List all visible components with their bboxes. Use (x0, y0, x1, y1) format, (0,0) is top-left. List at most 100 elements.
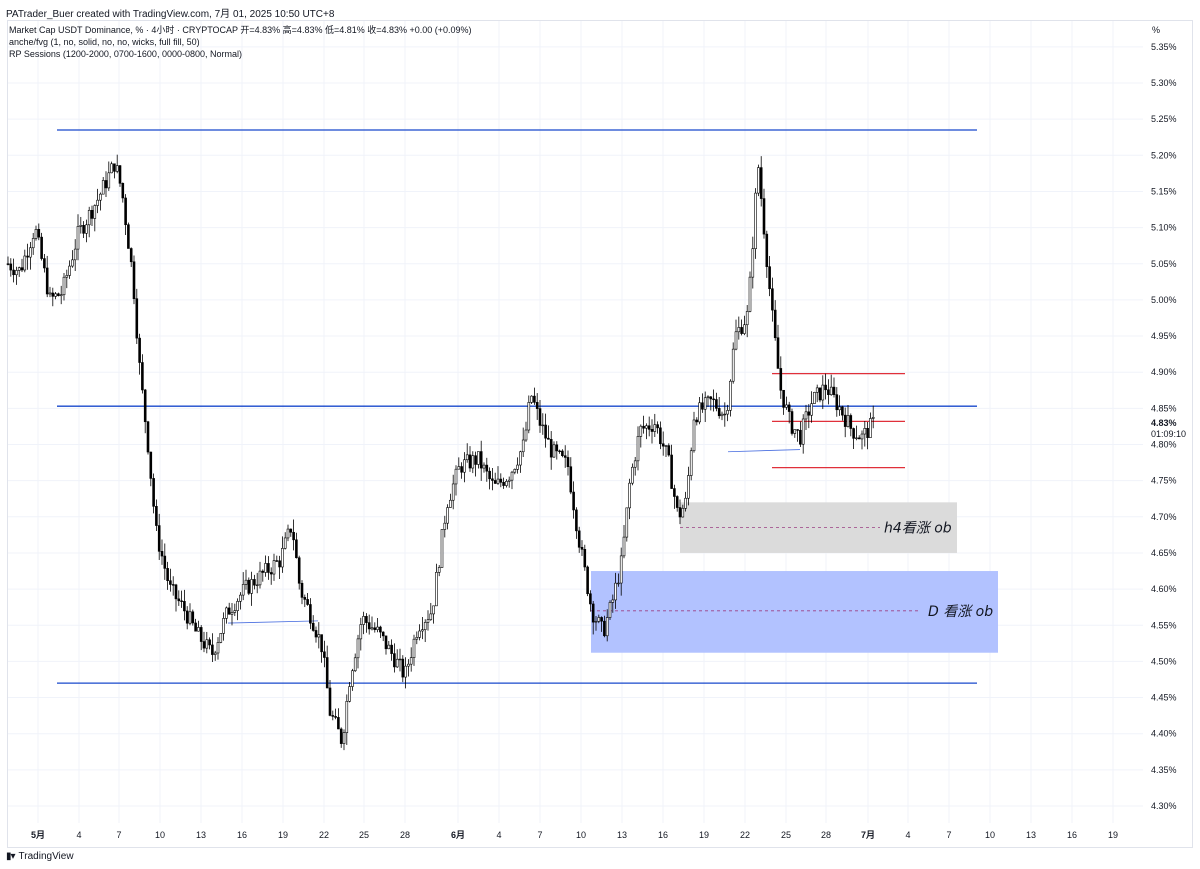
candle-down (328, 687, 332, 716)
candle-down (790, 411, 794, 434)
grid (8, 21, 1143, 823)
candle-down (661, 443, 665, 447)
candle-up (264, 563, 267, 573)
candle-up (846, 415, 850, 427)
x-tick-label: 16 (1067, 830, 1077, 840)
candle-down (589, 593, 592, 605)
x-tick-label: 7 (116, 830, 121, 840)
candle-up (286, 528, 290, 539)
candle-up (505, 481, 508, 486)
candle-up (482, 464, 486, 469)
candle-down (45, 267, 49, 295)
indicator-legend-sessions[interactable]: RP Sessions (1200-2000, 0700-1600, 0000-… (9, 49, 242, 59)
y-tick-label: 4.30% (1151, 801, 1177, 811)
candle-up (205, 639, 209, 649)
x-tick-label: 6月 (451, 830, 465, 840)
candle-up (241, 584, 245, 596)
candle-down (253, 579, 256, 586)
candle-up (283, 537, 287, 549)
candle-down (146, 421, 150, 453)
candle-up (465, 454, 469, 461)
x-tick-label: 13 (196, 830, 206, 840)
candle-up (793, 429, 797, 434)
candle-down (278, 560, 281, 568)
candle-up (871, 417, 875, 419)
candle-down (57, 293, 60, 297)
candle-up (255, 584, 259, 586)
candle-up (611, 599, 615, 603)
candle-down (171, 584, 175, 586)
candle-up (407, 663, 410, 667)
candles (6, 154, 875, 751)
candle-up (230, 612, 234, 615)
symbol-legend[interactable]: Market Cap USDT Dominance, % · 4小时 · CRY… (9, 25, 472, 35)
candle-up (421, 629, 424, 632)
candle-up (457, 466, 461, 470)
candle-up (821, 384, 825, 401)
candle-up (115, 165, 119, 172)
candle-down (132, 261, 136, 300)
brand-name: TradingView (18, 851, 74, 862)
y-tick-label: 4.70% (1151, 512, 1177, 522)
candle-down (773, 309, 777, 339)
candle-down (309, 604, 312, 624)
chart-frame[interactable] (7, 20, 1193, 848)
candle-up (451, 483, 455, 501)
candle-down (762, 198, 766, 235)
candle-up (463, 459, 466, 473)
candle-down (807, 411, 811, 416)
y-tick-label: 4.65% (1151, 548, 1177, 558)
x-tick-label: 19 (1108, 830, 1118, 840)
candle-up (471, 455, 475, 469)
candle-up (59, 294, 63, 297)
candle-down (183, 601, 186, 612)
x-tick-label: 25 (359, 830, 369, 840)
candle-down (549, 439, 553, 458)
candle-up (706, 396, 710, 399)
candle-down (776, 337, 780, 369)
candle-up (507, 479, 511, 482)
candle-down (393, 653, 396, 668)
candle-up (244, 579, 248, 585)
candle-up (351, 670, 354, 687)
candle-down (538, 408, 542, 426)
candle-down (712, 398, 715, 401)
candle-up (605, 617, 609, 637)
candle-down (160, 551, 164, 557)
current-price-label: 4.83% (1151, 418, 1177, 428)
candle-up (435, 572, 438, 607)
x-tick-label: 5月 (31, 830, 45, 840)
candle-down (127, 224, 130, 249)
candle-up (17, 267, 21, 271)
candle-down (306, 599, 309, 605)
candle-up (376, 626, 379, 630)
candle-down (600, 617, 603, 622)
candle-down (199, 627, 203, 642)
y-tick-label: 4.85% (1151, 403, 1177, 413)
candle-down (289, 528, 293, 533)
candle-down (656, 424, 659, 429)
candle-up (855, 437, 858, 439)
candle-down (583, 549, 587, 568)
candle-up (197, 627, 200, 632)
candle-up (398, 658, 402, 661)
candle-down (841, 406, 844, 416)
candle-down (650, 429, 654, 432)
candle-down (297, 557, 301, 584)
x-tick-label: 7 (537, 830, 542, 840)
y-tick-label: 5.35% (1151, 42, 1177, 52)
y-tick-label: 5.20% (1151, 150, 1177, 160)
candle-down (292, 531, 295, 541)
indicator-legend-fvg[interactable]: anche/fvg (1, no, solid, no, no, wicks, … (9, 37, 200, 47)
candle-down (502, 481, 505, 486)
candle-up (801, 418, 805, 445)
candle-up (345, 700, 349, 733)
y-tick-label: 4.80% (1151, 440, 1177, 450)
candle-down (267, 563, 270, 573)
candle-down (670, 454, 673, 489)
candle-up (751, 248, 755, 278)
candle-down (580, 546, 584, 550)
unit-label[interactable]: % (1152, 25, 1161, 35)
candle-up (107, 172, 111, 189)
